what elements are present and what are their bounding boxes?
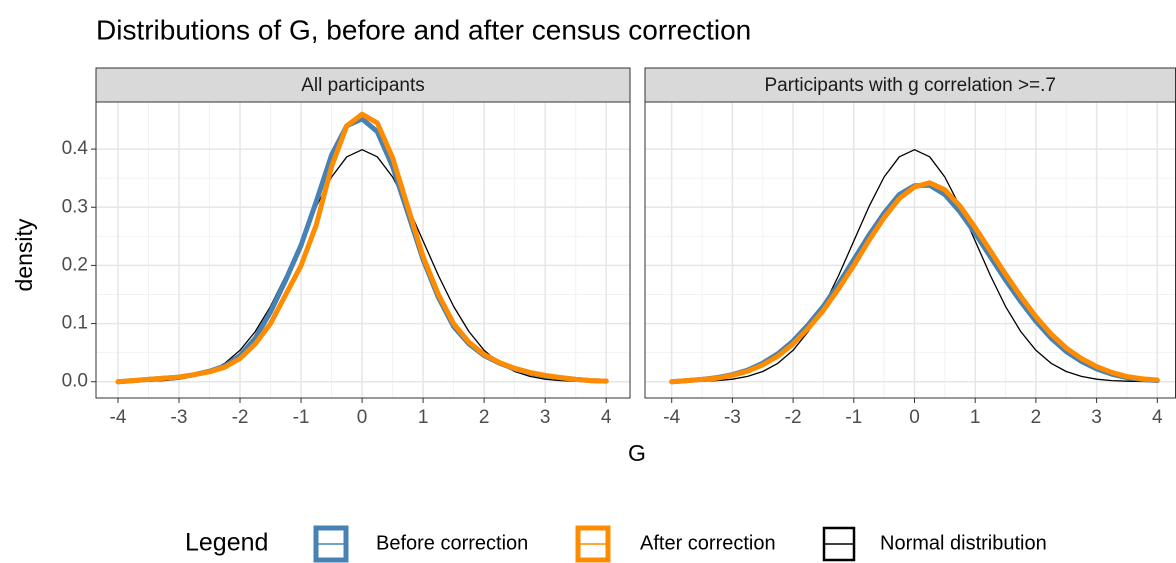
x-tick-label: -4: [110, 407, 127, 428]
facet-title: All participants: [301, 75, 425, 96]
x-tick-label: -1: [845, 407, 862, 428]
y-tick-label: 0.4: [62, 138, 89, 159]
y-tick-label: 0.2: [62, 254, 88, 275]
y-tick-label: 0.3: [62, 196, 88, 217]
density-line: [671, 149, 1158, 383]
x-tick-label: -1: [293, 407, 310, 428]
facet-strip: [644, 67, 1176, 103]
x-tick-label: 0: [909, 407, 920, 428]
legend-title: Legend: [185, 529, 268, 557]
x-tick-label: -4: [663, 407, 680, 428]
y-tick-label: 0.1: [62, 313, 88, 334]
x-tick-label: 2: [1031, 407, 1042, 428]
x-tick-label: -3: [724, 407, 741, 428]
legend-label: After correction: [640, 532, 776, 554]
x-tick-label: 4: [601, 407, 612, 428]
x-tick-label: -3: [171, 407, 188, 428]
density-line: [115, 111, 609, 385]
x-tick-label: 1: [970, 407, 981, 428]
legend-label: Normal distribution: [880, 532, 1047, 554]
x-axis-label: G: [628, 440, 646, 466]
y-axis-label: density: [11, 218, 37, 291]
chart-title: Distributions of G, before and after cen…: [96, 14, 751, 45]
x-tick-label: 1: [418, 407, 429, 428]
legend-label: Before correction: [376, 532, 528, 554]
x-tick-label: 3: [1091, 407, 1102, 428]
x-tick-label: 4: [1152, 407, 1163, 428]
x-tick-label: 2: [479, 407, 490, 428]
x-tick-label: -2: [785, 407, 802, 428]
panel-bg: [96, 102, 630, 398]
panel-border: [95, 101, 631, 399]
facet-strip: [95, 67, 631, 103]
x-tick-label: 3: [540, 407, 551, 428]
y-tick-label: 0.0: [62, 371, 88, 392]
x-tick-label: 0: [357, 407, 368, 428]
x-tick-label: -2: [232, 407, 249, 428]
density-line: [669, 180, 1160, 385]
facet-title: Participants with g correlation >=.7: [765, 75, 1057, 96]
